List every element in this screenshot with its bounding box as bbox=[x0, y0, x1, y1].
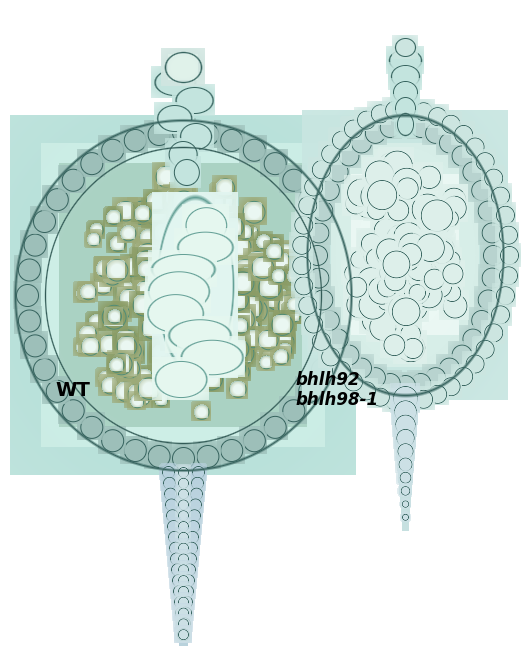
Text: bhlh92
bhlh98-1: bhlh92 bhlh98-1 bbox=[295, 370, 378, 410]
Text: WT: WT bbox=[55, 380, 90, 400]
